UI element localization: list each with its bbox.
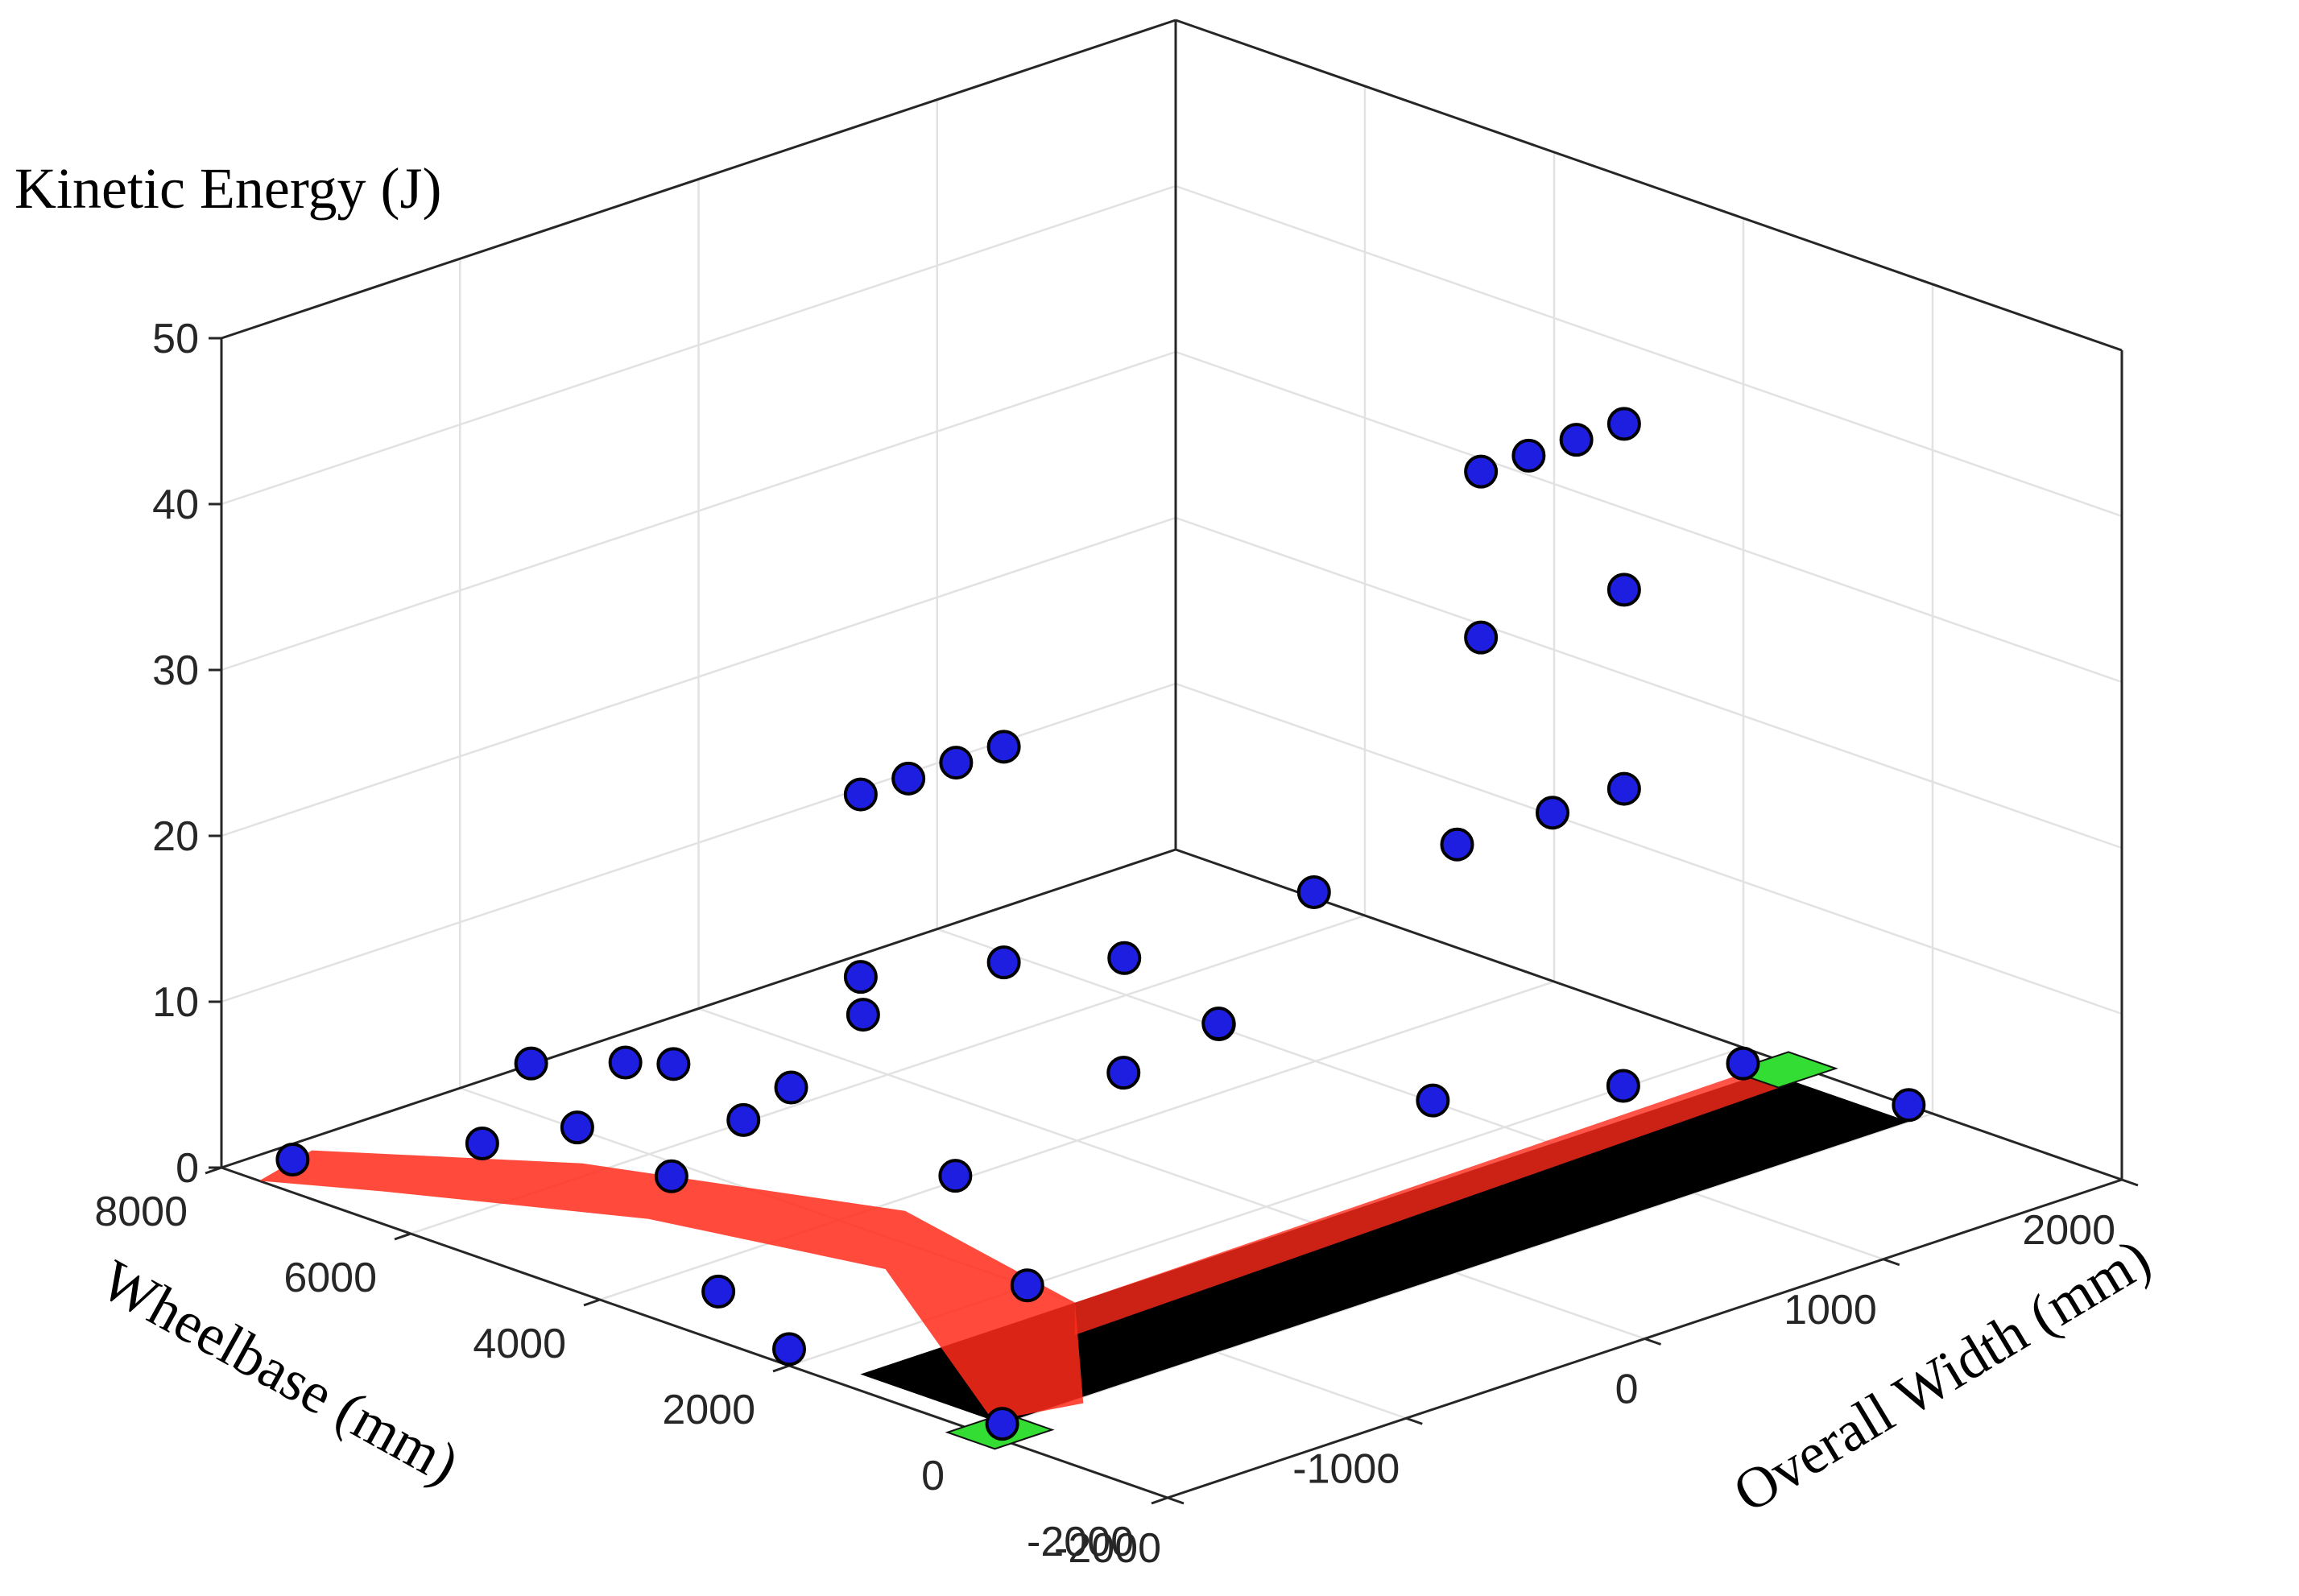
data-point [1106,1056,1141,1090]
axis-edge [1175,19,2123,352]
axes-box [220,19,2123,1499]
z-tick-label: 30 [152,647,199,694]
y-tick-label: 8000 [94,1189,188,1235]
axis-edge [221,19,1176,340]
x-tick-label: -1000 [1292,1445,1400,1492]
y-tick-label: 0 [921,1453,945,1499]
tick-layer: 0 10 20 30 40 50 -2000 0 2000 4000 6000 8000 -2000 -1… [94,316,2139,1572]
data-point [1892,1088,1926,1123]
data-point [939,746,974,780]
x-axis-title: Overall Width (mm) [1722,1226,2161,1524]
x-tick-label: -2000 [1054,1525,1161,1572]
data-point [1416,1083,1450,1118]
floor-layer [259,1051,1909,1450]
data-point [1107,941,1142,975]
grid-line [1175,184,2123,518]
data-point [1606,1069,1640,1103]
grid-line [1175,350,2123,684]
data-point [774,1070,808,1105]
y-axis-title: Wheelbase (mm) [90,1247,469,1496]
grid-line [599,980,1555,1301]
data-point [843,960,878,994]
data-point [560,1110,594,1145]
x-tick-mark [1167,1496,1185,1505]
data-point [654,1159,688,1193]
data-point [608,1045,643,1080]
data-point [772,1332,806,1367]
y-tick-label: 2000 [662,1387,755,1433]
z-tick-label: 50 [152,316,199,362]
y-tick-mark [772,1364,790,1373]
z-axis-title: Kinetic Energy (J) [14,156,442,221]
grid-line [221,184,1176,506]
axis-edge [221,848,1176,1169]
y-tick-mark [394,1232,411,1241]
data-point [656,1047,691,1081]
z-tick-label: 40 [152,482,199,528]
data-point [846,998,880,1032]
data-point [938,1159,973,1193]
data-point [985,1407,1019,1441]
data-point [1726,1046,1760,1081]
data-point [1440,827,1474,862]
floor-trace [259,1150,1084,1421]
x-tick-mark [1405,1416,1423,1425]
x-tick-mark [1883,1258,1900,1267]
x-tick-label: 1000 [1784,1287,1877,1333]
data-point [465,1126,499,1160]
data-point [1010,1268,1044,1303]
data-point [1464,454,1499,489]
z-tick-label: 20 [152,813,199,860]
grid-line [698,1007,1645,1340]
grid-line [1175,516,2123,850]
z-tick-label: 10 [152,979,199,1026]
x-tick-mark [1644,1338,1661,1346]
grid-line [1175,682,2123,1015]
data-point [1536,796,1569,830]
data-point [1296,874,1331,909]
floor-trace [1074,1077,1796,1335]
base-plate [860,1072,1909,1424]
data-point [986,945,1021,980]
y-tick-mark [1151,1496,1168,1505]
axis-edge [1175,848,2123,1181]
grid-line [937,928,1884,1260]
x-tick-label: 0 [1615,1367,1639,1413]
y-tick-mark [205,1166,222,1175]
marker-layer [275,407,1926,1441]
data-point [986,730,1021,764]
data-point [1464,620,1499,655]
data-point [1606,771,1641,806]
data-point [1606,407,1641,441]
grid-line [221,350,1176,672]
data-point [726,1102,761,1137]
data-point [1606,573,1641,607]
data-point [843,777,878,812]
y-tick-label: 4000 [473,1321,566,1367]
data-point [891,761,926,796]
data-point [1511,438,1546,473]
y-tick-mark [583,1298,601,1307]
data-point [1559,423,1594,457]
data-point [701,1274,736,1309]
x-tick-mark [2121,1178,2139,1187]
data-point [1201,1007,1236,1041]
z-tick-label: 0 [176,1145,199,1192]
y-tick-label: 6000 [283,1255,377,1301]
data-point [514,1046,548,1081]
data-point [275,1143,310,1177]
y-tick-label: -2000 [1027,1519,1134,1565]
x-tick-label: 2000 [2022,1207,2115,1254]
grid-line [221,516,1176,837]
